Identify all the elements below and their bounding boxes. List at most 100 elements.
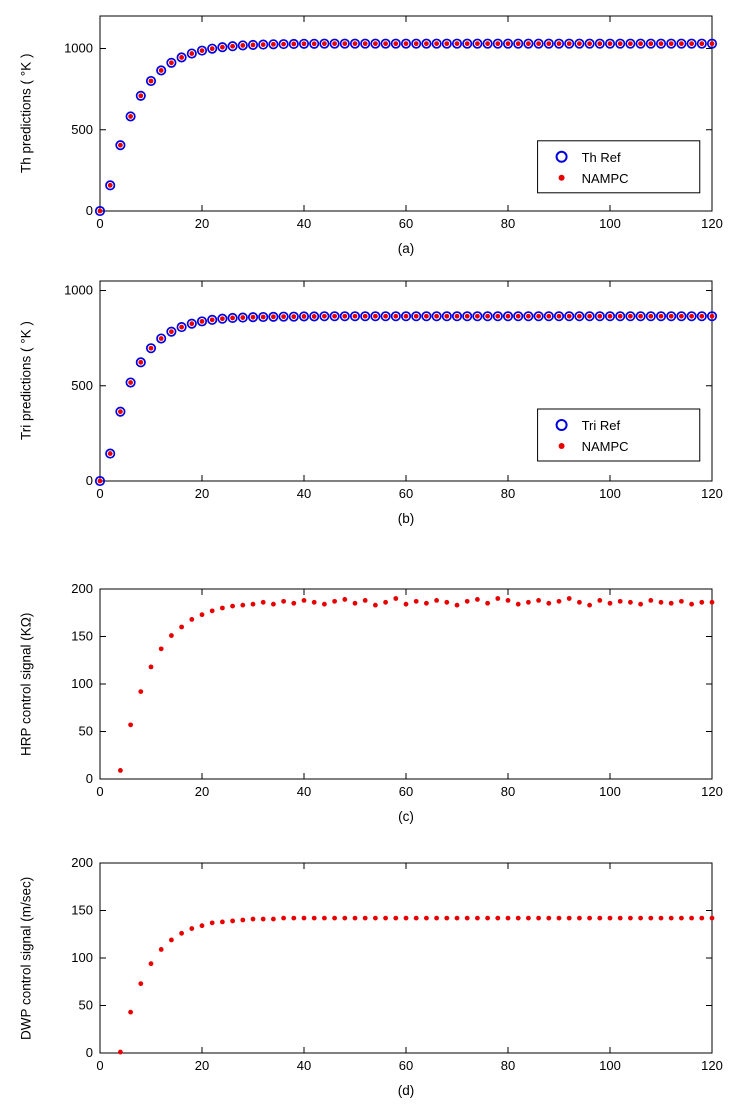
data-point — [373, 915, 378, 921]
data-point — [240, 602, 246, 608]
data-point — [247, 39, 259, 50]
data-point — [128, 114, 133, 119]
data-point — [148, 961, 154, 967]
data-point — [329, 38, 340, 49]
axis-ticks — [99, 588, 713, 780]
data-point — [472, 38, 483, 49]
data-point — [268, 39, 279, 50]
data-point — [434, 41, 439, 47]
data-point — [668, 313, 674, 319]
tick-labels: 0 20 40 60 80 100 120 0 50 100 150 200 — [71, 581, 723, 799]
data-point — [94, 475, 106, 487]
data-point — [472, 311, 483, 322]
data-point — [383, 599, 388, 605]
data-point — [709, 915, 715, 921]
data-point — [360, 311, 371, 322]
caption-a: (a) — [397, 241, 415, 256]
x-tick-label: 20 — [195, 486, 209, 501]
data-point — [597, 915, 603, 921]
data-point — [107, 182, 113, 188]
legend: Th Ref NAMPC — [537, 140, 701, 194]
data-point — [574, 311, 585, 322]
data-point — [668, 915, 674, 921]
x-tick-label: 100 — [599, 784, 621, 799]
data-point — [258, 311, 269, 323]
data-point — [492, 38, 503, 49]
x-tick-label: 20 — [195, 784, 209, 799]
data-point — [689, 313, 694, 319]
data-point — [615, 38, 626, 49]
data-point — [362, 915, 368, 921]
data-point — [594, 38, 605, 49]
data-point — [566, 313, 572, 319]
x-tick-label: 120 — [701, 1058, 723, 1073]
data-point — [597, 313, 603, 319]
legend-label: Tri Ref — [582, 418, 621, 433]
data-point — [574, 38, 585, 49]
x-tick-label: 80 — [501, 784, 515, 799]
data-point — [699, 313, 705, 319]
data-point — [291, 41, 297, 47]
axis-ticks — [99, 281, 713, 482]
data-point — [533, 38, 544, 49]
x-tick-label: 0 — [96, 216, 103, 231]
plot-b: 0 20 40 60 80 100 120 0 500 1000 Tri Ref NAMPC — [64, 280, 723, 501]
data-point — [156, 65, 167, 76]
data-point — [118, 409, 123, 415]
data-point — [260, 314, 266, 320]
data-point — [454, 602, 460, 608]
y-tick-label: 1000 — [64, 41, 93, 56]
panel-d: DWP control signal (m/sec) 0 20 40 60 80 100 1… — [10, 853, 737, 1099]
data-point — [413, 598, 419, 604]
data-point — [526, 41, 531, 47]
data-point — [638, 41, 643, 47]
data-point — [220, 316, 225, 322]
data-point — [179, 624, 185, 630]
data-point — [515, 601, 521, 607]
data-point — [311, 915, 317, 921]
data-point — [648, 915, 654, 921]
data-point — [115, 140, 126, 151]
data-point — [546, 41, 552, 47]
data-point — [604, 38, 616, 49]
data-point — [689, 601, 694, 607]
data-point — [454, 915, 460, 921]
data-point — [380, 311, 391, 322]
data-point — [115, 406, 126, 417]
data-point — [209, 317, 215, 323]
data-point — [291, 915, 297, 921]
data-point — [230, 43, 236, 49]
data-point — [179, 55, 185, 60]
x-tick-label: 100 — [599, 216, 621, 231]
data-point — [441, 38, 452, 49]
data-point — [709, 313, 715, 319]
data-point — [584, 38, 595, 49]
data-point — [94, 205, 106, 217]
y-tick-label: 500 — [71, 378, 93, 393]
y-axis-label-c: HRP control signal (KΩ) — [18, 612, 34, 756]
data-point — [689, 41, 694, 47]
data-point — [536, 41, 541, 47]
plot-a: 0 20 40 60 80 100 120 0 500 1000 Th Ref NAMPC — [64, 15, 723, 231]
data-point — [666, 311, 677, 322]
data-point — [441, 311, 452, 322]
data-point — [444, 41, 450, 47]
data-point — [145, 343, 157, 354]
data-point — [217, 313, 228, 324]
data-point — [451, 311, 463, 322]
data-point — [148, 345, 154, 351]
data-point — [689, 915, 694, 921]
data-point — [138, 689, 144, 694]
data-point — [655, 311, 667, 322]
data-point — [227, 312, 238, 324]
data-point — [400, 311, 412, 322]
data-point — [607, 915, 613, 921]
data-point — [278, 39, 289, 50]
y-tick-label: 0 — [86, 473, 93, 488]
data-point — [97, 478, 103, 484]
data-point — [128, 1009, 133, 1015]
data-point — [526, 915, 531, 921]
data-point — [288, 38, 299, 49]
data-point — [625, 38, 636, 49]
data-point — [169, 937, 174, 943]
